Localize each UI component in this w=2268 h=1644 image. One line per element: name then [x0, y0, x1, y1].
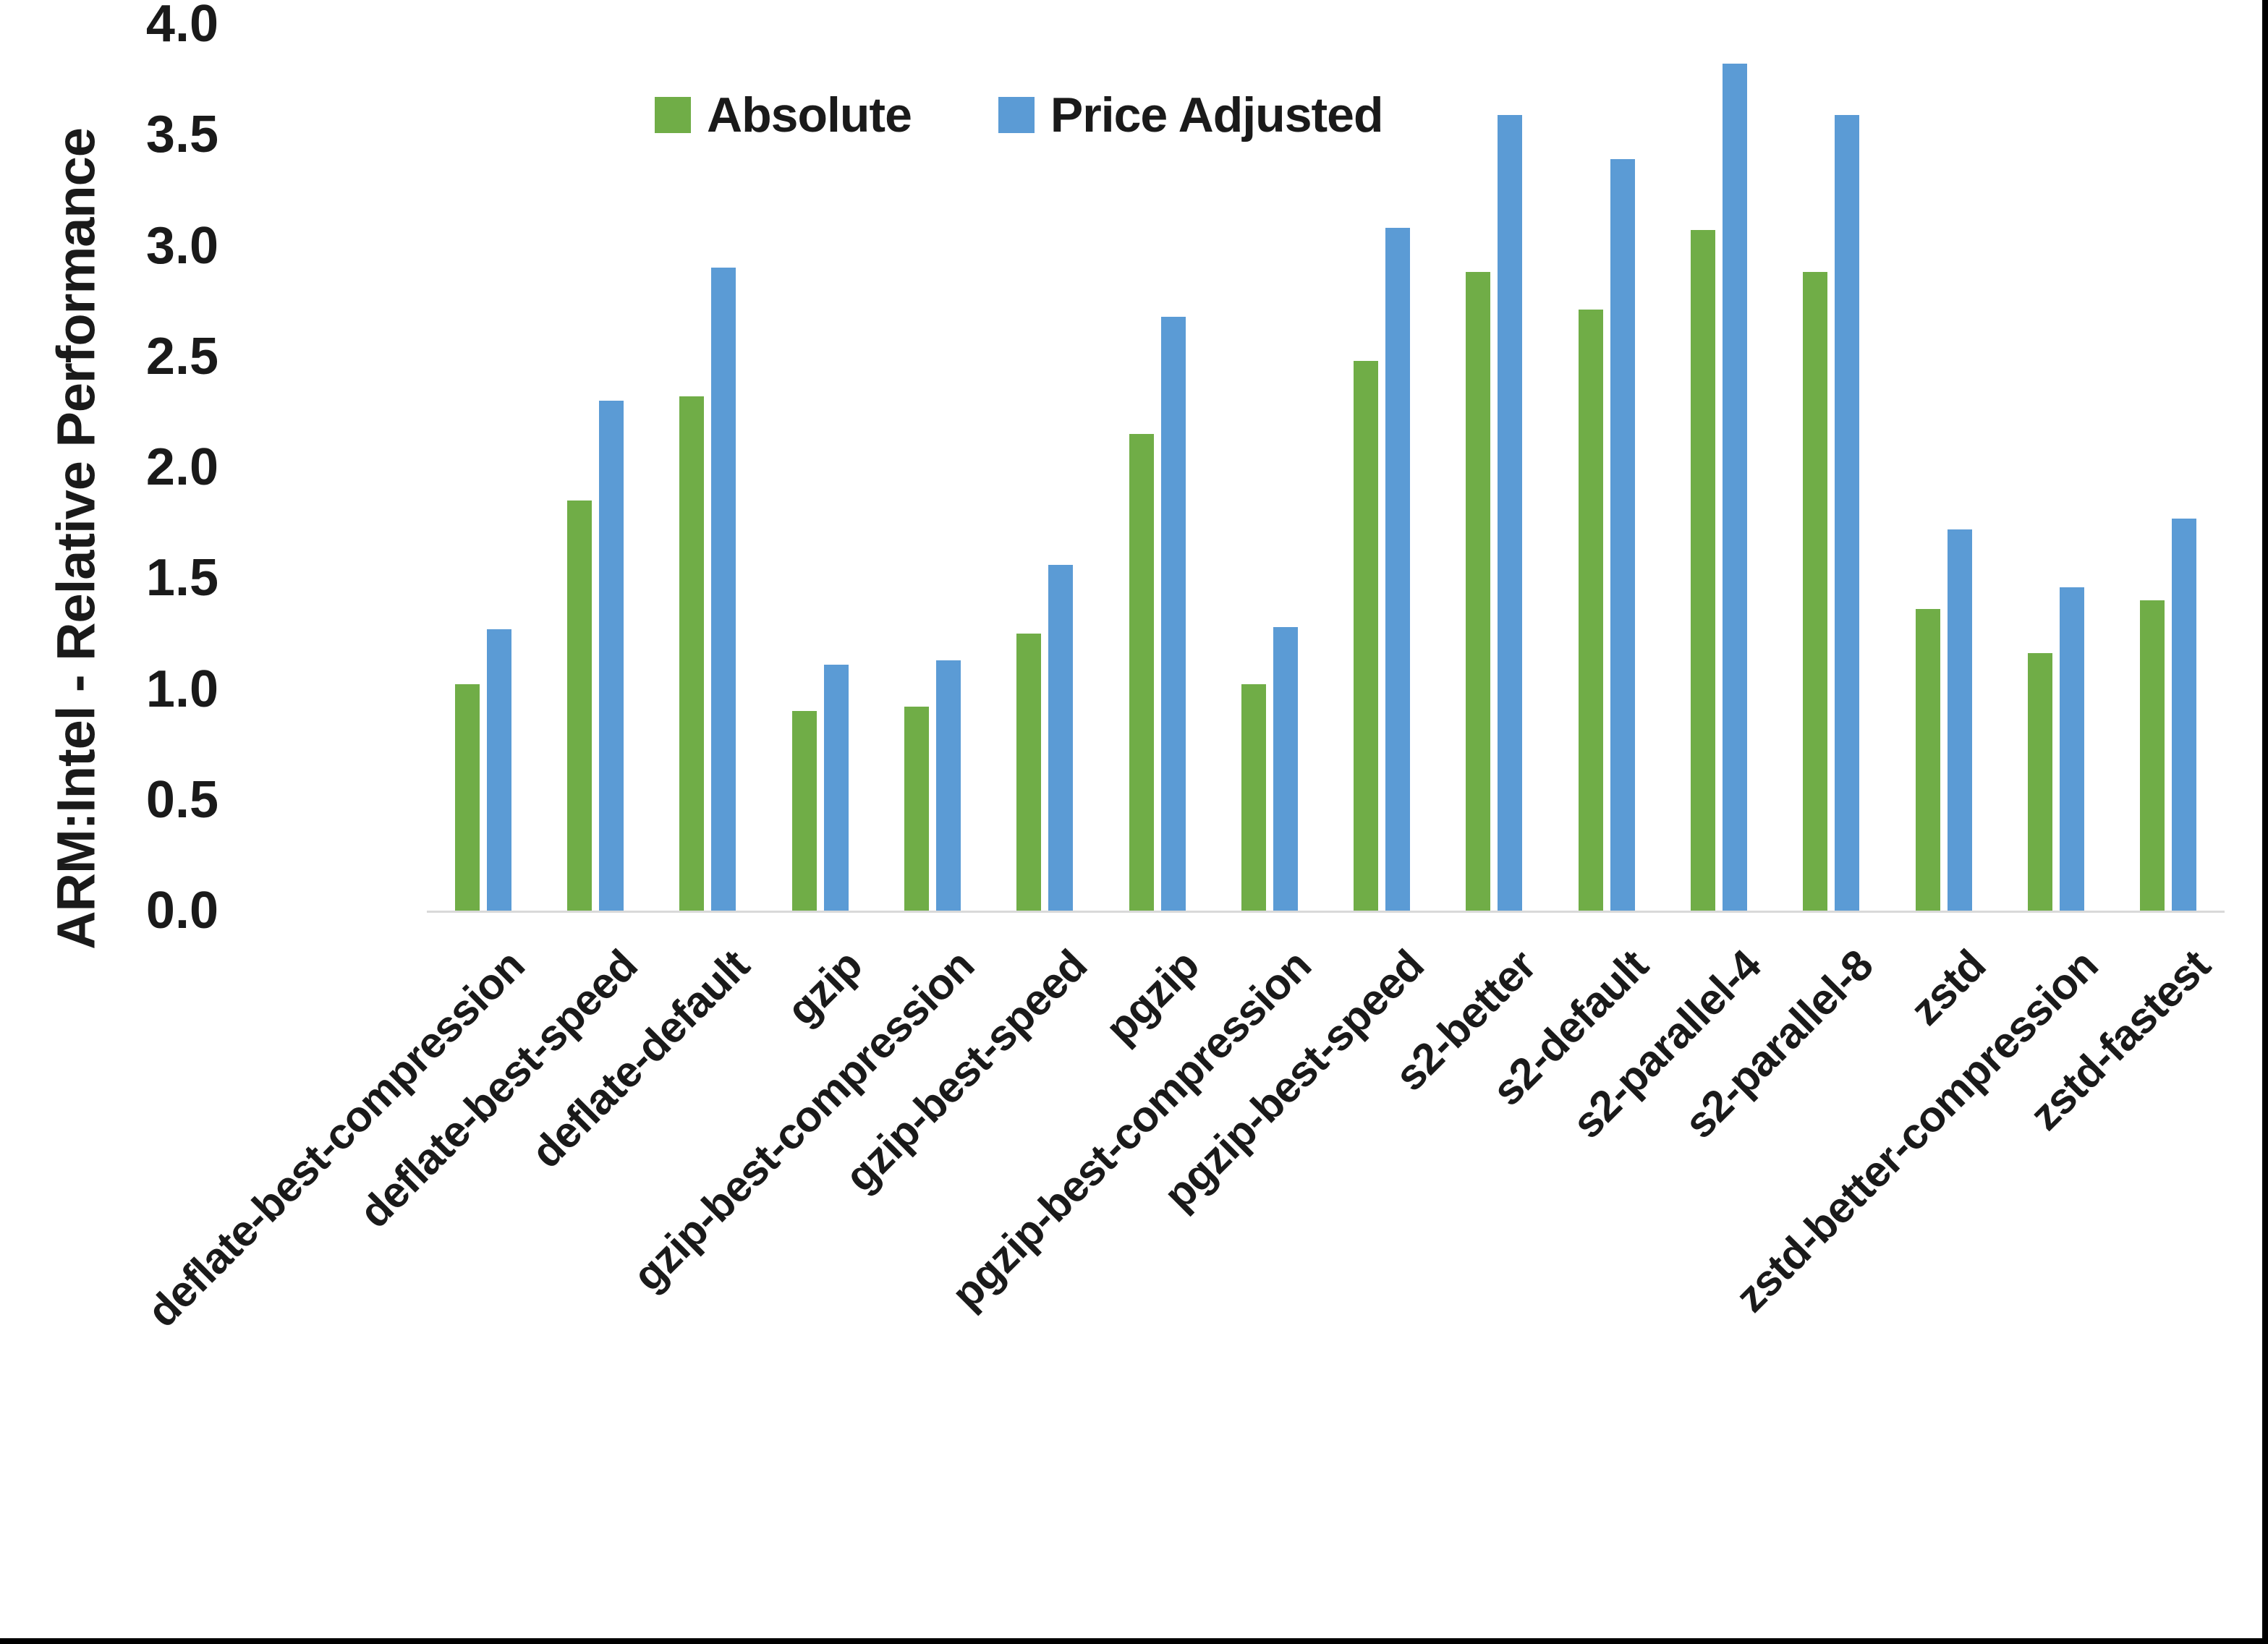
price-adjusted-swatch-icon [998, 97, 1035, 133]
bar-absolute [904, 707, 929, 911]
bar-price-adjusted [1048, 564, 1074, 911]
category-slot [989, 24, 1101, 911]
y-tick-label: 0.5 [145, 770, 218, 829]
category-slot [1438, 24, 1550, 911]
bar-price-adjusted [1723, 64, 1748, 911]
category-slot [1887, 24, 2000, 911]
bar-price-adjusted [598, 401, 624, 911]
plot-area [427, 24, 2225, 913]
category-slot [539, 24, 651, 911]
category-slot [652, 24, 764, 911]
bar-price-adjusted [823, 664, 849, 911]
category-slot [2112, 24, 2225, 911]
y-tick-label: 1.5 [145, 549, 218, 608]
legend-label-absolute: Absolute [707, 88, 912, 142]
bar-price-adjusted [1610, 158, 1635, 911]
category-slot [1213, 24, 1325, 911]
y-tick-label: 0.0 [145, 882, 218, 940]
category-slot [1662, 24, 1775, 911]
bar-absolute [566, 500, 592, 911]
bar-price-adjusted [1947, 529, 1972, 911]
category-slot [876, 24, 988, 911]
bar-absolute [1354, 360, 1379, 911]
bar-price-adjusted [1385, 227, 1411, 911]
x-axis-label: gzip [777, 940, 871, 1035]
y-tick-label: 3.5 [145, 106, 218, 164]
bar-absolute [1803, 272, 1828, 911]
bar-absolute [1691, 230, 1716, 911]
bar-price-adjusted [1835, 114, 1860, 911]
legend-item-absolute: Absolute [655, 87, 912, 143]
bar-absolute [1016, 633, 1042, 911]
bar-absolute [454, 684, 480, 911]
bar-price-adjusted [1160, 316, 1186, 911]
bar-price-adjusted [2172, 518, 2197, 911]
bar-price-adjusted [711, 268, 736, 911]
bar-absolute [1241, 684, 1266, 911]
category-slot [1101, 24, 1213, 911]
bar-price-adjusted [2060, 587, 2085, 911]
bar-absolute [1915, 609, 1940, 911]
y-tick-label: 3.0 [145, 216, 218, 275]
bar-absolute [2140, 600, 2165, 911]
category-slot [1550, 24, 1662, 911]
category-slot [1326, 24, 1438, 911]
category-slot [2000, 24, 2112, 911]
legend-item-price-adjusted: Price Adjusted [998, 87, 1384, 143]
absolute-swatch-icon [655, 97, 691, 133]
bar-absolute [679, 396, 705, 911]
bar-price-adjusted [486, 629, 511, 911]
y-tick-label: 2.0 [145, 438, 218, 496]
legend-label-price-adjusted: Price Adjusted [1050, 88, 1384, 142]
bar-absolute [1129, 434, 1154, 911]
bar-absolute [791, 711, 817, 911]
bar-price-adjusted [1273, 626, 1298, 911]
bar-absolute [1578, 310, 1603, 911]
bar-absolute [2028, 653, 2053, 911]
category-slot [764, 24, 876, 911]
bar-price-adjusted [1498, 114, 1523, 911]
y-tick-label: 2.5 [145, 327, 218, 386]
legend: Absolute Price Adjusted [655, 87, 1384, 143]
category-slot [427, 24, 539, 911]
x-axis-label: zstd [1900, 940, 1995, 1035]
category-slot [1775, 24, 1887, 911]
bar-price-adjusted [935, 660, 961, 911]
y-tick-label: 4.0 [145, 0, 218, 53]
y-tick-label: 1.0 [145, 660, 218, 718]
bar-absolute [1466, 272, 1491, 911]
